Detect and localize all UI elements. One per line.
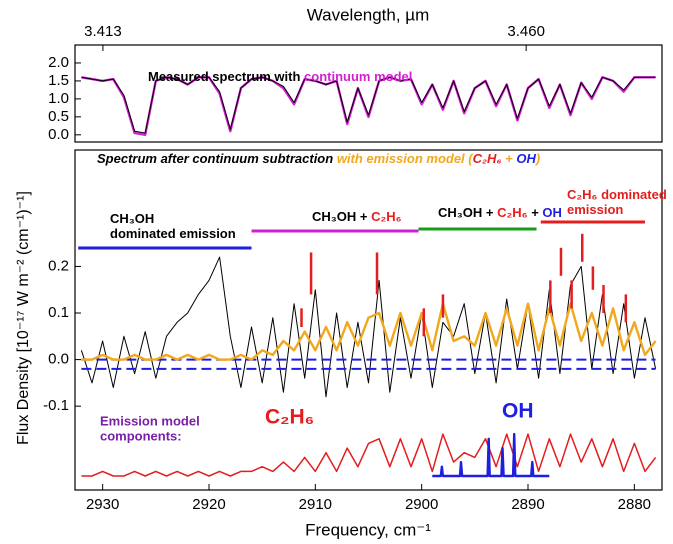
y-tick-label: 0.5 [48,108,69,125]
panel-title: Spectrum after continuum subtraction wit… [97,151,540,166]
panel-title-part: ) [534,151,540,166]
region-label-part: CH₃OH + [312,209,371,224]
panel-title-part: OH [516,151,536,166]
panel-title-part: C₂H₆ [473,151,502,166]
panel-title-part: Measured spectrum with [148,69,304,84]
region-label-part: CH₃OH [110,211,154,226]
panel-title-part: with emission model ( [337,151,474,166]
region-label: CH₃OH + C₂H₆ [312,209,402,224]
component-title: components: [100,428,182,443]
top-panel-frame [74,44,663,143]
x-tick-label: 2930 [86,496,119,513]
region-label-part: C₂H₆ [371,209,402,224]
region-label-part: + [528,205,543,220]
region-label: CH₃OH [110,211,154,226]
y-tick-label: -0.1 [43,397,69,414]
panel-title-part: Spectrum after continuum subtraction [97,151,337,166]
y-tick-label: 1.0 [48,90,69,107]
region-label: C₂H₆ dominated [567,187,667,202]
region-label-part: C₂H₆ [497,205,528,220]
y-tick-label: 0.2 [48,257,69,274]
panel-title: Measured spectrum with continuum model [148,69,412,84]
panel-title-part: + [502,151,517,166]
region-label: dominated emission [110,226,236,241]
bottom-panel-frame [74,149,663,491]
y-axis-label: Flux Density [10⁻¹⁷ W m⁻² (cm⁻¹)⁻¹] [15,191,32,445]
y-tick-label: 1.5 [48,72,69,89]
region-label: CH₃OH + C₂H₆ + OH [438,205,562,220]
x-tick-label: 2910 [299,496,332,513]
series-line [81,433,657,477]
y-tick-label: 0.0 [48,351,69,368]
x2-axis-label: Wavelength, µm [307,5,430,24]
x2-tick-label: 3.413 [84,23,122,40]
region-label-part: emission [567,202,623,217]
x-tick-label: 2880 [618,496,651,513]
y-tick-label: 2.0 [48,54,69,71]
x-tick-label: 2900 [405,496,438,513]
series-line [432,432,550,478]
x2-tick-label: 3.460 [507,23,545,40]
series-line [80,256,657,398]
y-tick-label: 0.0 [48,126,69,143]
component-label: OH [502,400,534,423]
series-line [81,76,656,136]
region-label-part: OH [542,205,562,220]
region-label-part: C₂H₆ dominated [567,187,667,202]
panel-title-part: continuum model [304,69,412,84]
x-axis-label: Frequency, cm⁻¹ [305,520,431,539]
region-label-part: CH₃OH + [438,205,497,220]
series-line [81,302,657,361]
x-tick-label: 2920 [192,496,225,513]
component-label: C₂H₆ [265,406,314,429]
x-tick-label: 2890 [511,496,544,513]
y-tick-label: 0.1 [48,304,69,321]
region-label-part: dominated emission [110,226,236,241]
component-title: Emission model [100,413,200,428]
region-label: emission [567,202,623,217]
series-line [81,76,656,134]
